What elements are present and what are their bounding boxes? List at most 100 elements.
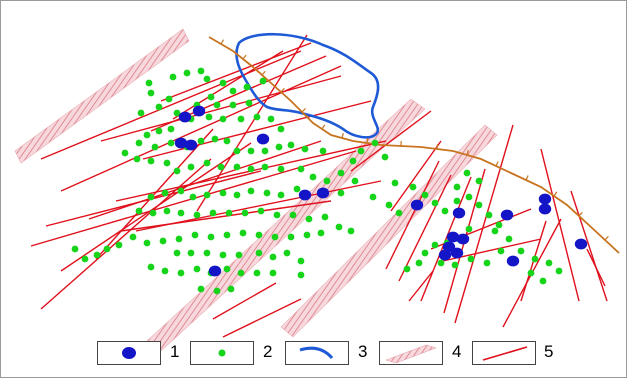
small-deposit-135 xyxy=(442,208,449,215)
small-deposit-124 xyxy=(224,266,231,273)
large-deposit-4 xyxy=(185,140,197,151)
small-deposit-151 xyxy=(492,228,499,235)
large-deposit-2 xyxy=(193,106,205,117)
small-deposit-152 xyxy=(506,236,513,243)
small-deposit-67 xyxy=(278,192,285,199)
small-deposit-62 xyxy=(352,178,359,185)
thrust-tick-15 xyxy=(579,212,582,216)
small-deposit-109 xyxy=(72,246,79,253)
small-deposit-60 xyxy=(372,140,379,147)
small-deposit-3 xyxy=(184,70,191,77)
small-deposit-45 xyxy=(134,156,141,163)
small-deposit-102 xyxy=(160,238,167,245)
thrust-tick-16 xyxy=(605,236,608,240)
small-deposit-13 xyxy=(230,102,237,109)
fault-line-31 xyxy=(587,249,605,286)
small-deposit-74 xyxy=(178,188,185,195)
small-deposit-32 xyxy=(168,140,175,147)
large-deposit-19 xyxy=(507,256,519,267)
small-deposit-156 xyxy=(556,268,563,275)
small-deposit-39 xyxy=(262,148,269,155)
fault-legend-symbol xyxy=(483,347,527,360)
small-deposit-59 xyxy=(358,148,365,155)
thrust-tick-8 xyxy=(367,138,368,143)
small-deposit-12 xyxy=(214,102,221,109)
small-deposit-77 xyxy=(136,208,143,215)
thrust-tick-10 xyxy=(437,144,438,149)
large-deposit-15 xyxy=(457,234,469,245)
thrust-tick-1 xyxy=(221,40,224,44)
small-deposit-117 xyxy=(284,250,291,257)
small-deposit-25 xyxy=(268,116,275,123)
small-deposit-66 xyxy=(294,186,301,193)
small-deposit-27 xyxy=(168,126,175,133)
large-deposit-17 xyxy=(439,250,451,261)
small-deposit-105 xyxy=(116,242,123,249)
small-deposit-42 xyxy=(302,146,309,153)
small-deposit-119 xyxy=(148,264,155,271)
small-deposit-38 xyxy=(248,148,255,155)
legend-box-2 xyxy=(190,341,254,365)
small-deposit-112 xyxy=(204,250,211,257)
small-deposit-8 xyxy=(244,84,251,91)
large-deposit-9 xyxy=(411,200,423,211)
small-deposit-73 xyxy=(190,194,197,201)
small-deposit-80 xyxy=(178,210,185,217)
legend-box-4 xyxy=(379,341,443,365)
small-deposit-97 xyxy=(240,230,247,237)
small-deposit-56 xyxy=(298,166,305,173)
small-deposit-120 xyxy=(162,268,169,275)
thrust-line xyxy=(209,37,619,253)
small-deposit-79 xyxy=(164,208,171,215)
small-deposit-101 xyxy=(176,236,183,243)
legend-label-5: 5 xyxy=(544,342,553,362)
small-deposit-153 xyxy=(518,248,525,255)
small-deposit-167 xyxy=(392,180,399,187)
small-deposit-92 xyxy=(318,230,325,237)
small-deposit-103 xyxy=(144,240,151,247)
small-deposit-52 xyxy=(234,164,241,171)
small-deposit-137 xyxy=(466,194,473,201)
small-deposit-161 xyxy=(476,178,483,185)
small-deposit-24 xyxy=(254,114,261,121)
small-deposit-115 xyxy=(256,250,263,257)
small-deposit-21 xyxy=(206,114,213,121)
small-deposit-28 xyxy=(156,128,163,135)
small-deposit-30 xyxy=(136,140,143,147)
small-deposit-84 xyxy=(242,210,249,217)
small-deposit-54 xyxy=(262,164,269,171)
small-deposit-148 xyxy=(468,256,475,263)
small-deposit-47 xyxy=(164,160,171,167)
small-deposit-86 xyxy=(274,212,281,219)
small-deposit-legend-symbol xyxy=(219,350,226,357)
small-deposit-48 xyxy=(174,168,181,175)
large-deposit-11 xyxy=(501,210,513,221)
small-deposit-4 xyxy=(198,68,205,75)
thrust-tick-7 xyxy=(342,133,343,138)
small-deposit-70 xyxy=(234,192,241,199)
small-deposit-118 xyxy=(298,258,305,265)
small-deposit-107 xyxy=(94,252,101,259)
small-deposit-72 xyxy=(204,192,211,199)
small-deposit-98 xyxy=(224,232,231,239)
small-deposit-83 xyxy=(226,210,233,217)
thrust-tick-6 xyxy=(322,125,325,129)
large-deposit-7 xyxy=(317,188,329,199)
large-deposit-1 xyxy=(179,112,191,123)
shear-zone-1 xyxy=(15,29,189,163)
thrust-tick-13 xyxy=(526,175,528,180)
small-deposit-49 xyxy=(188,164,195,171)
small-deposit-159 xyxy=(454,184,461,191)
small-deposit-121 xyxy=(178,270,185,277)
thrust-tick-14 xyxy=(554,192,557,196)
thrust-tick-3 xyxy=(262,71,265,75)
legend-label-2: 2 xyxy=(263,342,272,362)
small-deposit-93 xyxy=(304,232,311,239)
small-deposit-46 xyxy=(148,158,155,165)
small-deposit-2 xyxy=(170,74,177,81)
large-deposit-legend-symbol xyxy=(122,347,136,359)
small-deposit-144 xyxy=(432,242,439,249)
small-deposit-149 xyxy=(484,260,491,267)
small-deposit-81 xyxy=(194,212,201,219)
small-deposit-130 xyxy=(214,288,221,295)
